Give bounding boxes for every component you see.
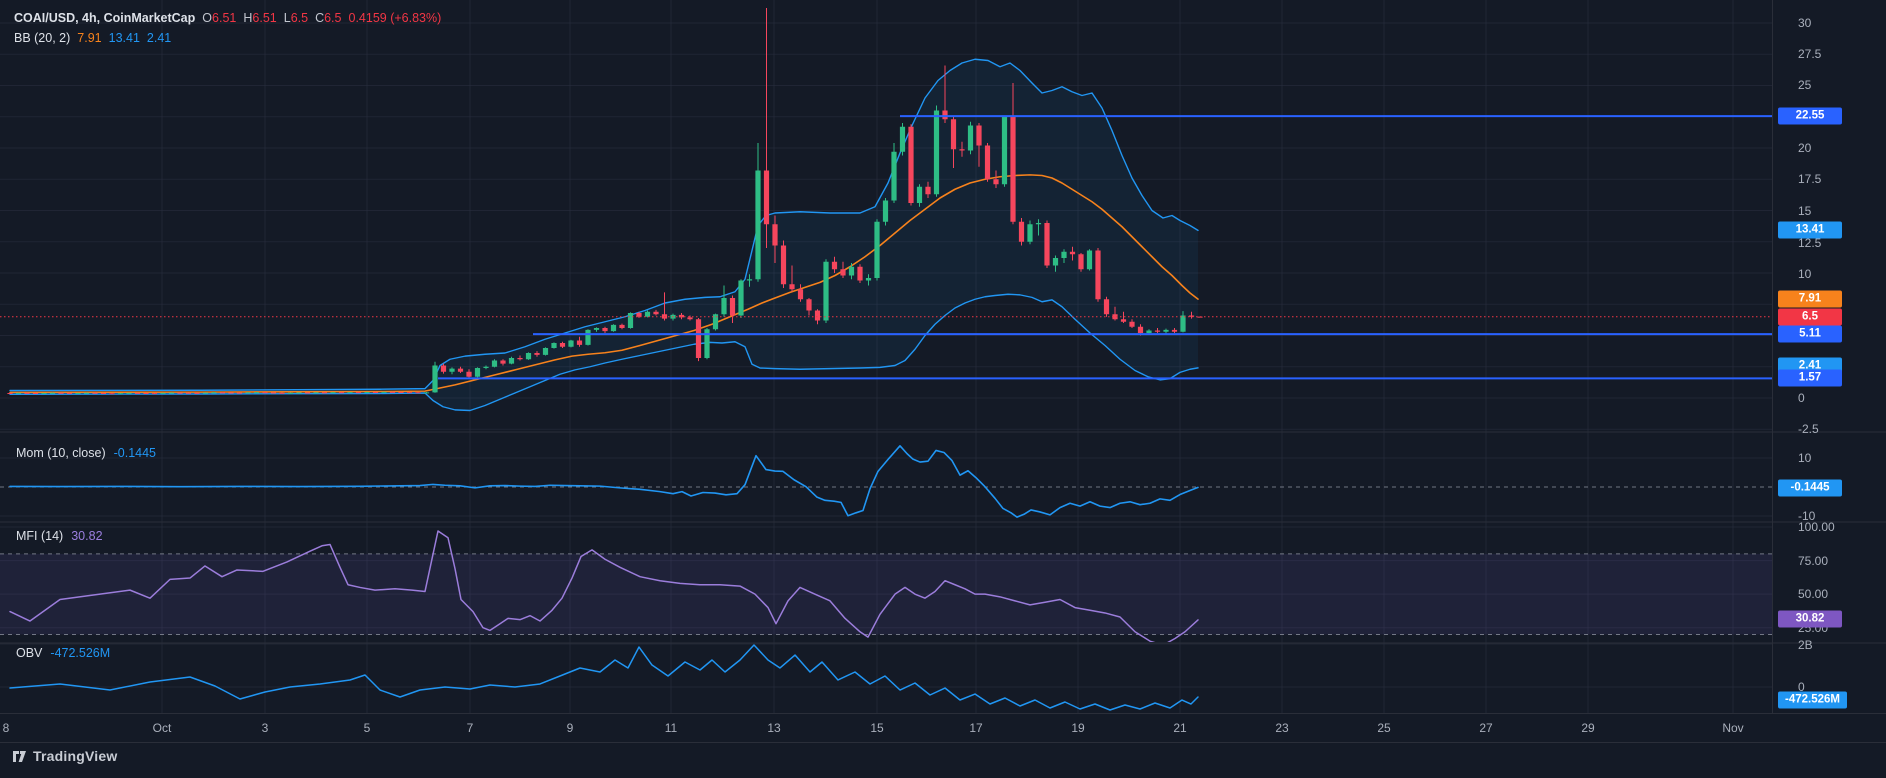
tradingview-logo-text: TradingView [33,748,118,764]
price-change: 0.4159 (+6.83%) [348,11,442,25]
ohlc-close: C6.5 [315,11,342,25]
axis-price-badge: 22.55 [1778,107,1842,125]
time-axis-label: 21 [1173,721,1187,735]
time-axis-label: 11 [664,721,678,735]
axis-tick-label: 10 [1798,267,1812,281]
axis-price-badge: -0.1445 [1778,479,1842,497]
bb-lower-value: 2.41 [146,31,172,45]
time-axis-label: Oct [152,721,172,735]
time-axis[interactable]: 8 Oct 3 5 7 9 11 13 15 17 19 21 23 25 27 29 Nov [0,714,1886,742]
mfi-value: 30.82 [71,529,103,543]
axis-tick-label: 17.5 [1798,172,1822,186]
axis-tick-label: 100.00 [1798,520,1835,534]
time-axis-label: Nov [1722,721,1744,735]
axis-tick-label: 12.5 [1798,236,1822,250]
tradingview-logo-icon [13,750,26,762]
axis-tick-label: 15 [1798,204,1812,218]
axis-price-badge: 1.57 [1778,369,1842,387]
axis-tick-label: 25 [1798,78,1812,92]
ohlc-open: O6.51 [202,11,237,25]
price-axis[interactable]: 30 27.5 25 20 17.5 15 12.5 10 0 -2.5 10 -10 100.00 75… [1772,0,1886,742]
axis-tick-label: 50.00 [1798,587,1829,601]
ohlc-low: L6.5 [283,11,309,25]
mom-value: -0.1445 [113,446,157,460]
time-axis-label: 17 [969,721,983,735]
symbol-title[interactable]: COAI/USD, 4h, CoinMarketCap [14,11,196,25]
bb-basis-value: 7.91 [77,31,102,45]
mfi-label[interactable]: MFI (14) [16,529,64,543]
obv-value: -472.526M [50,646,111,660]
time-axis-label: 29 [1581,721,1595,735]
time-axis-label: 27 [1479,721,1493,735]
obv-legend-row[interactable]: OBV -472.526M [16,646,110,660]
axis-tick-label: 0 [1798,680,1805,694]
bb-legend-row[interactable]: BB (20, 2) 7.91 13.41 2.41 [14,31,171,45]
mom-legend-row[interactable]: Mom (10, close) -0.1445 [16,446,156,460]
time-axis-label: 15 [870,721,884,735]
obv-label[interactable]: OBV [16,646,43,660]
symbol-legend-row[interactable]: COAI/USD, 4h, CoinMarketCap O6.51 H6.51 … [14,11,441,25]
axis-tick-label: 2B [1798,638,1813,652]
time-axis-label: 25 [1377,721,1391,735]
axis-price-badge: 7.91 [1778,290,1842,308]
axis-tick-label: 30 [1798,16,1812,30]
axis-price-badge: 6.5 [1778,308,1842,326]
ohlc-high: H6.51 [243,11,277,25]
axis-tick-label: 10 [1798,451,1812,465]
axis-tick-label: 27.5 [1798,47,1822,61]
axis-price-badge: 5.11 [1778,325,1842,343]
time-axis-label: 3 [261,721,269,735]
time-axis-label: 19 [1071,721,1085,735]
mom-label[interactable]: Mom (10, close) [16,446,106,460]
axis-price-badge: 30.82 [1778,610,1842,628]
axis-tick-label: 75.00 [1798,554,1829,568]
time-axis-label: 9 [566,721,574,735]
bb-label[interactable]: BB (20, 2) [14,31,71,45]
axis-tick-label: -2.5 [1798,422,1819,436]
axis-tick-label: -10 [1798,509,1816,523]
mfi-legend-row[interactable]: MFI (14) 30.82 [16,529,103,543]
time-axis-label: 5 [363,721,371,735]
time-axis-label: 23 [1275,721,1289,735]
axis-price-badge: -472.526M [1778,691,1847,709]
tradingview-logo[interactable]: TradingView [12,748,117,764]
axis-tick-label: 20 [1798,141,1812,155]
axis-price-badge: 13.41 [1778,221,1842,239]
time-axis-label: 7 [466,721,474,735]
time-axis-label: 8 [2,721,10,735]
bb-upper-value: 13.41 [108,31,140,45]
axis-tick-label: 0 [1798,391,1805,405]
time-axis-label: 13 [767,721,781,735]
